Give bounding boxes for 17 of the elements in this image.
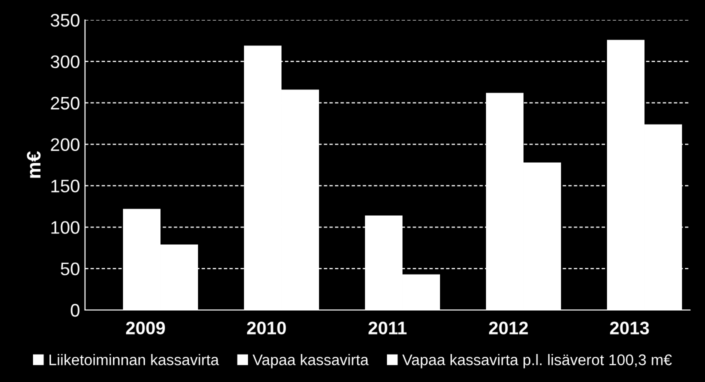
y-tick-label: 350: [50, 14, 80, 27]
legend-label: Vapaa kassavirta p.l. lisäverot 100,3 m€: [402, 354, 672, 368]
y-tick-label: 300: [50, 55, 80, 68]
x-tick-label: 2009: [126, 322, 165, 334]
legend-label: Vapaa kassavirta: [252, 354, 369, 368]
y-tick-label: 100: [51, 221, 80, 234]
y-tick-label: 50: [60, 262, 80, 276]
x-tick-label: 2013: [610, 322, 649, 334]
y-tick-label: 150: [51, 180, 80, 192]
y-tick-label: 200: [50, 138, 80, 152]
y-axis-title: m€: [26, 151, 41, 178]
x-tick-label: 2012: [489, 322, 528, 334]
y-tick-label: 0: [70, 304, 80, 317]
x-tick-label: 2011: [368, 322, 407, 334]
legend-label: Liiketoiminnan kassavirta: [50, 354, 219, 366]
x-tick-label: 2010: [247, 322, 286, 334]
y-tick-label: 250: [50, 96, 80, 110]
